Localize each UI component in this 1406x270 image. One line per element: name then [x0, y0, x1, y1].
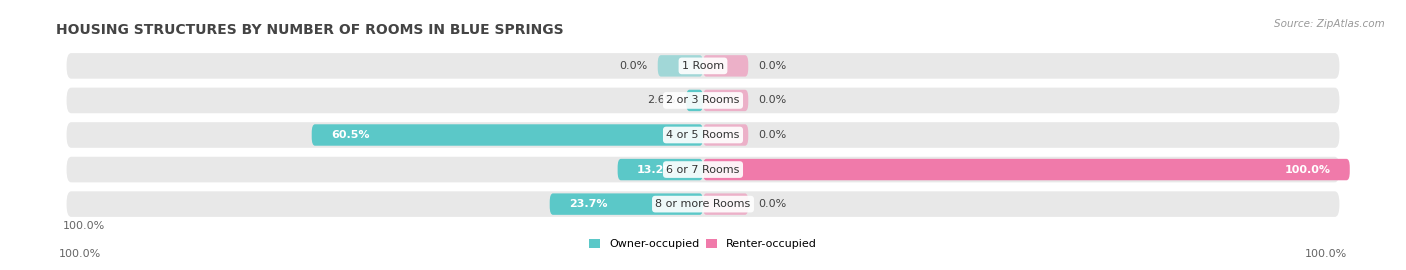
- Text: Source: ZipAtlas.com: Source: ZipAtlas.com: [1274, 19, 1385, 29]
- Text: 6 or 7 Rooms: 6 or 7 Rooms: [666, 164, 740, 175]
- Text: 13.2%: 13.2%: [637, 164, 675, 175]
- Text: 60.5%: 60.5%: [332, 130, 370, 140]
- Text: 1 Room: 1 Room: [682, 61, 724, 71]
- Text: 8 or more Rooms: 8 or more Rooms: [655, 199, 751, 209]
- FancyBboxPatch shape: [658, 55, 703, 77]
- FancyBboxPatch shape: [66, 157, 1340, 182]
- Text: 23.7%: 23.7%: [569, 199, 607, 209]
- FancyBboxPatch shape: [703, 90, 748, 111]
- FancyBboxPatch shape: [550, 193, 703, 215]
- FancyBboxPatch shape: [66, 53, 1340, 79]
- FancyBboxPatch shape: [703, 159, 1350, 180]
- Text: 0.0%: 0.0%: [759, 61, 787, 71]
- Text: 0.0%: 0.0%: [619, 61, 647, 71]
- Text: 100.0%: 100.0%: [63, 221, 105, 231]
- Text: 2.6%: 2.6%: [647, 95, 676, 106]
- Legend: Owner-occupied, Renter-occupied: Owner-occupied, Renter-occupied: [585, 235, 821, 254]
- Text: 100.0%: 100.0%: [1305, 249, 1347, 259]
- FancyBboxPatch shape: [66, 88, 1340, 113]
- FancyBboxPatch shape: [617, 159, 703, 180]
- FancyBboxPatch shape: [686, 90, 703, 111]
- Text: 4 or 5 Rooms: 4 or 5 Rooms: [666, 130, 740, 140]
- FancyBboxPatch shape: [66, 122, 1340, 148]
- Text: 0.0%: 0.0%: [759, 130, 787, 140]
- Text: 0.0%: 0.0%: [759, 95, 787, 106]
- FancyBboxPatch shape: [66, 191, 1340, 217]
- FancyBboxPatch shape: [703, 193, 748, 215]
- FancyBboxPatch shape: [703, 124, 748, 146]
- Text: 100.0%: 100.0%: [1284, 164, 1330, 175]
- Text: 0.0%: 0.0%: [759, 199, 787, 209]
- Text: HOUSING STRUCTURES BY NUMBER OF ROOMS IN BLUE SPRINGS: HOUSING STRUCTURES BY NUMBER OF ROOMS IN…: [56, 22, 564, 36]
- Text: 100.0%: 100.0%: [59, 249, 101, 259]
- FancyBboxPatch shape: [312, 124, 703, 146]
- Text: 2 or 3 Rooms: 2 or 3 Rooms: [666, 95, 740, 106]
- FancyBboxPatch shape: [703, 55, 748, 77]
